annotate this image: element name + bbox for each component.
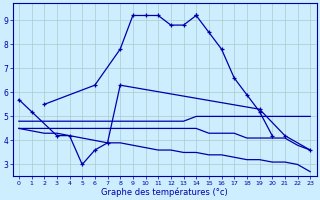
X-axis label: Graphe des températures (°c): Graphe des températures (°c) [101,187,228,197]
